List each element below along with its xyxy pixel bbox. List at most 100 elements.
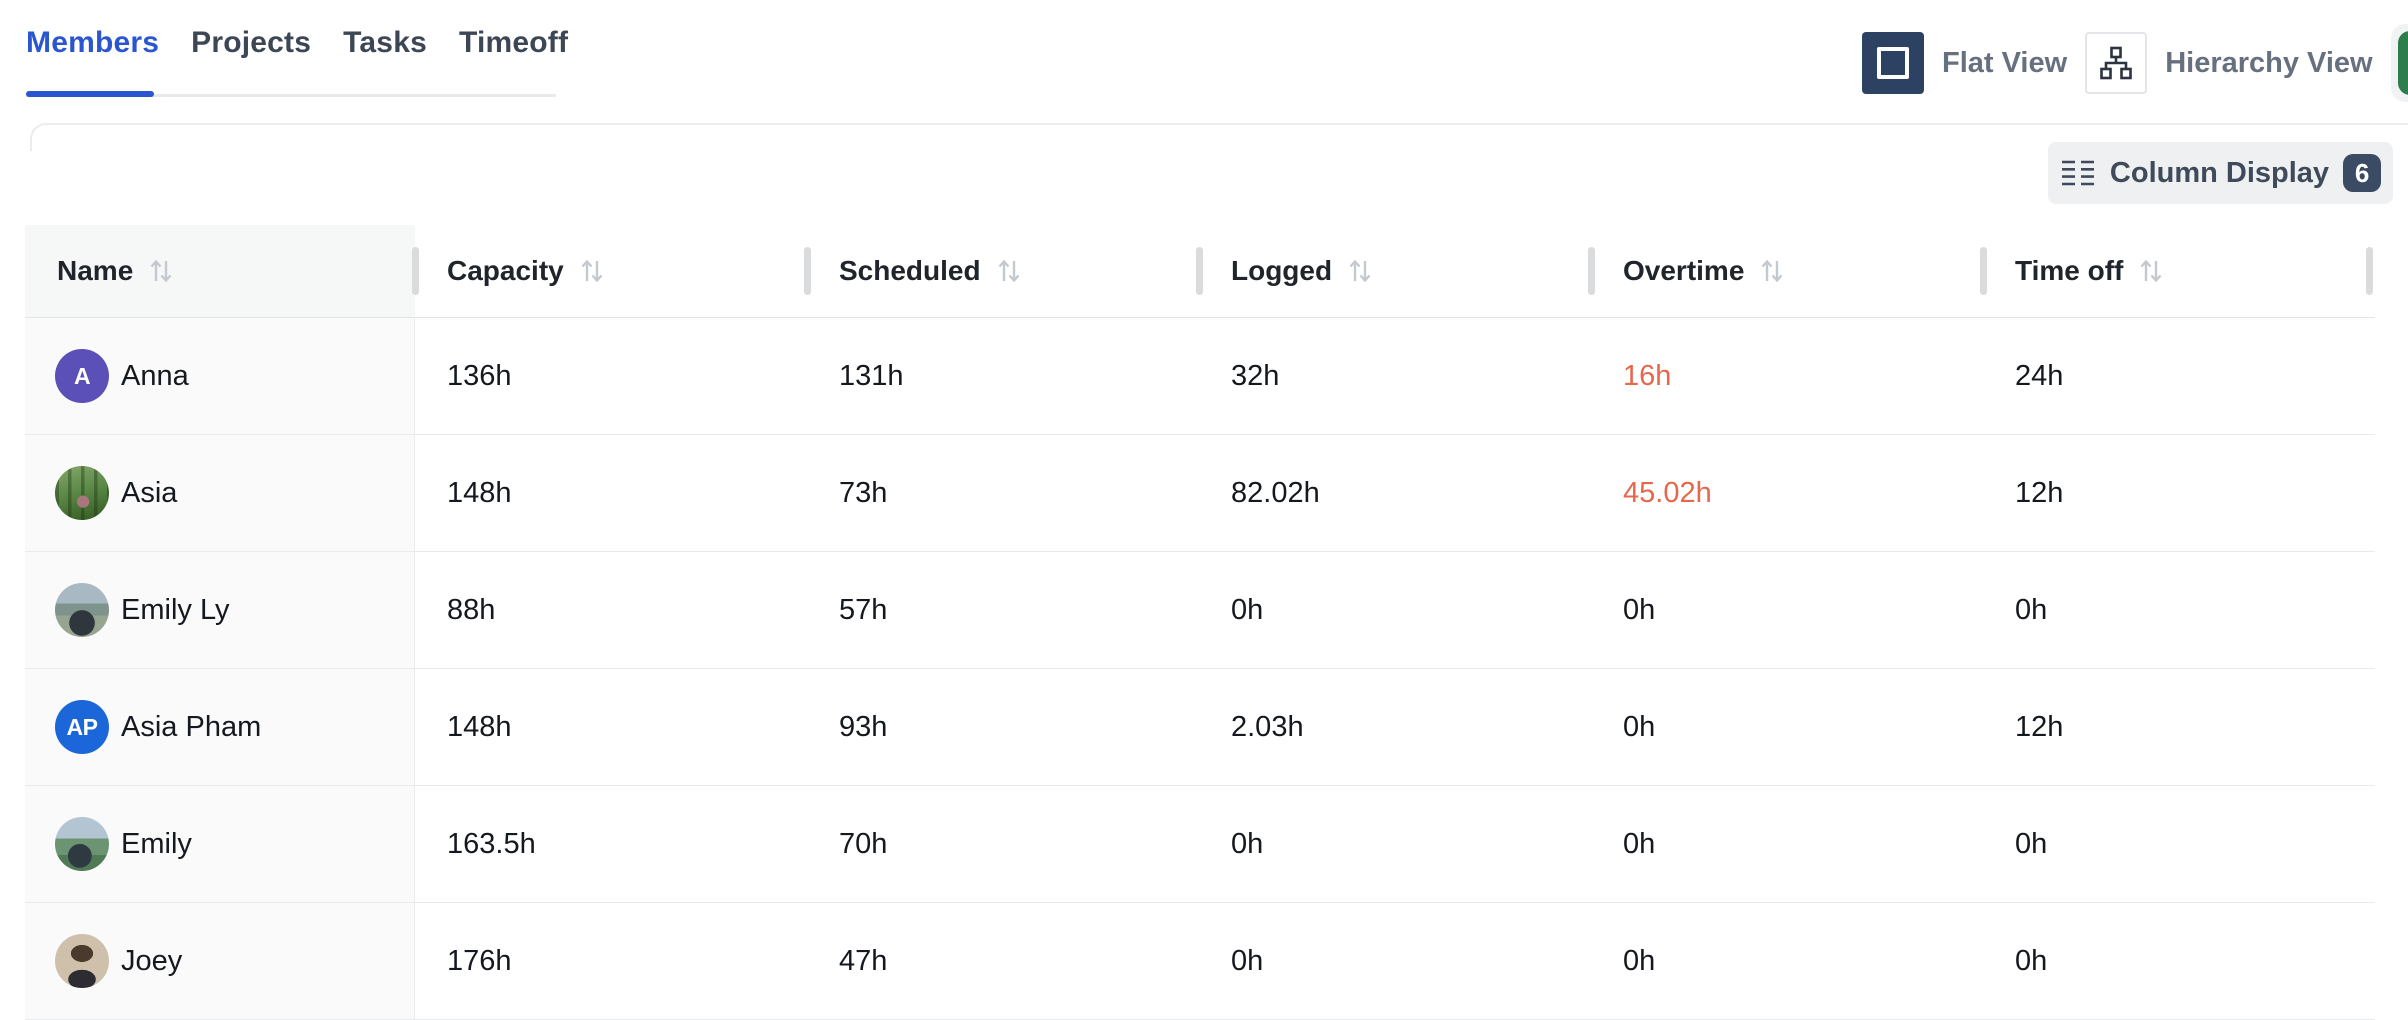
logged-value: 32h [1231, 359, 1280, 392]
cell-name: AP Asia Pham [25, 669, 415, 785]
logged-value: 0h [1231, 593, 1264, 626]
view-controls: Flat View Hierarchy View [1862, 24, 2408, 102]
cell-capacity: 163.5h [415, 786, 807, 902]
column-display-icon [2061, 160, 2094, 186]
logged-value: 0h [1231, 944, 1264, 977]
member-name: Joey [121, 944, 183, 977]
capacity-value: 148h [447, 476, 512, 509]
cell-capacity: 88h [415, 552, 807, 668]
cell-scheduled: 47h [807, 903, 1199, 1019]
header-scheduled-label: Scheduled [839, 255, 981, 286]
cell-scheduled: 73h [807, 435, 1199, 551]
tab-members[interactable]: Members [26, 26, 160, 59]
capacity-value: 176h [447, 944, 512, 977]
sort-icon[interactable] [1346, 258, 1374, 284]
cell-name: Asia [25, 435, 415, 551]
avatar [55, 583, 109, 637]
cell-overtime: 45.02h [1591, 435, 1983, 551]
scheduled-value: 47h [839, 944, 888, 977]
tab-projects[interactable]: Projects [191, 26, 312, 59]
header-timeoff[interactable]: Time off [1980, 225, 2375, 317]
cell-overtime: 0h [1591, 786, 1983, 902]
table-row[interactable]: A Anna 136h 131h 32h 16h 24h [25, 318, 2375, 435]
table-header: Name Capacity Scheduled Logged Overtime … [25, 225, 2375, 318]
avatar [55, 934, 109, 988]
cell-name: Emily Ly [25, 552, 415, 668]
timeoff-value: 0h [2015, 593, 2048, 626]
table-row[interactable]: Emily 163.5h 70h 0h 0h 0h [25, 786, 2375, 903]
cell-capacity: 148h [415, 435, 807, 551]
table-row[interactable]: AP Asia Pham 148h 93h 2.03h 0h 12h [25, 669, 2375, 786]
flat-view-button[interactable] [1862, 32, 1924, 94]
header-overtime-label: Overtime [1623, 255, 1745, 286]
header-name-label: Name [57, 255, 134, 286]
header-logged[interactable]: Logged [1196, 225, 1591, 317]
active-tab-underline [26, 91, 154, 97]
avatar: AP [55, 700, 109, 754]
capacity-value: 88h [447, 593, 496, 626]
cell-capacity: 136h [415, 318, 807, 434]
sort-icon[interactable] [995, 258, 1023, 284]
tab-bar: Members Projects Tasks Timeoff [26, 26, 568, 60]
overtime-value: 0h [1623, 944, 1656, 977]
timeoff-value: 24h [2015, 359, 2064, 392]
header-timeoff-label: Time off [2015, 255, 2124, 286]
logged-value: 2.03h [1231, 710, 1304, 743]
table-row[interactable]: Asia 148h 73h 82.02h 45.02h 12h [25, 435, 2375, 552]
cell-logged: 2.03h [1199, 669, 1591, 785]
tab-timeoff[interactable]: Timeoff [458, 26, 569, 59]
members-table: Name Capacity Scheduled Logged Overtime … [25, 225, 2375, 1020]
column-display-button[interactable]: Column Display 6 [2048, 142, 2393, 204]
capacity-value: 163.5h [447, 827, 536, 860]
cell-overtime: 0h [1591, 552, 1983, 668]
tab-track [26, 94, 556, 97]
cell-logged: 32h [1199, 318, 1591, 434]
timeoff-value: 0h [2015, 944, 2048, 977]
timeoff-value: 12h [2015, 476, 2064, 509]
cell-overtime: 0h [1591, 669, 1983, 785]
cell-timeoff: 0h [1983, 903, 2375, 1019]
hierarchy-view-label: Hierarchy View [2165, 46, 2373, 79]
scheduled-value: 93h [839, 710, 888, 743]
overtime-value: 0h [1623, 827, 1656, 860]
avatar: A [55, 349, 109, 403]
table-row[interactable]: Emily Ly 88h 57h 0h 0h 0h [25, 552, 2375, 669]
cell-logged: 82.02h [1199, 435, 1591, 551]
content-card-edge [30, 123, 2408, 151]
hierarchy-view-button[interactable] [2085, 32, 2148, 94]
sort-icon[interactable] [1758, 258, 1786, 284]
header-overtime[interactable]: Overtime [1588, 225, 1983, 317]
cell-overtime: 0h [1591, 903, 1983, 1019]
sort-icon[interactable] [2137, 258, 2165, 284]
header-scheduled[interactable]: Scheduled [804, 225, 1199, 317]
cell-scheduled: 93h [807, 669, 1199, 785]
member-name: Asia Pham [121, 710, 262, 743]
member-name: Emily Ly [121, 593, 230, 626]
flat-view-label: Flat View [1942, 46, 2068, 79]
sort-icon[interactable] [578, 258, 606, 284]
timeoff-value: 12h [2015, 710, 2064, 743]
cell-scheduled: 57h [807, 552, 1199, 668]
tab-tasks[interactable]: Tasks [343, 26, 427, 59]
cell-scheduled: 70h [807, 786, 1199, 902]
cell-timeoff: 24h [1983, 318, 2375, 434]
flat-view-icon [1877, 47, 1909, 79]
cell-logged: 0h [1199, 552, 1591, 668]
cell-timeoff: 0h [1983, 786, 2375, 902]
member-name: Anna [121, 359, 189, 392]
overtime-value: 0h [1623, 593, 1656, 626]
cell-overtime: 16h [1591, 318, 1983, 434]
cell-timeoff: 0h [1983, 552, 2375, 668]
cell-capacity: 176h [415, 903, 807, 1019]
avatar [55, 466, 109, 520]
cell-name: Joey [25, 903, 415, 1019]
table-row[interactable]: Joey 176h 47h 0h 0h 0h [25, 903, 2375, 1020]
header-name[interactable]: Name [25, 225, 415, 317]
sort-icon[interactable] [147, 258, 175, 284]
member-name: Emily [121, 827, 192, 860]
cell-name: A Anna [25, 318, 415, 434]
header-capacity[interactable]: Capacity [412, 225, 807, 317]
cell-scheduled: 131h [807, 318, 1199, 434]
excel-export-button[interactable] [2390, 24, 2408, 102]
header-capacity-label: Capacity [447, 255, 564, 286]
